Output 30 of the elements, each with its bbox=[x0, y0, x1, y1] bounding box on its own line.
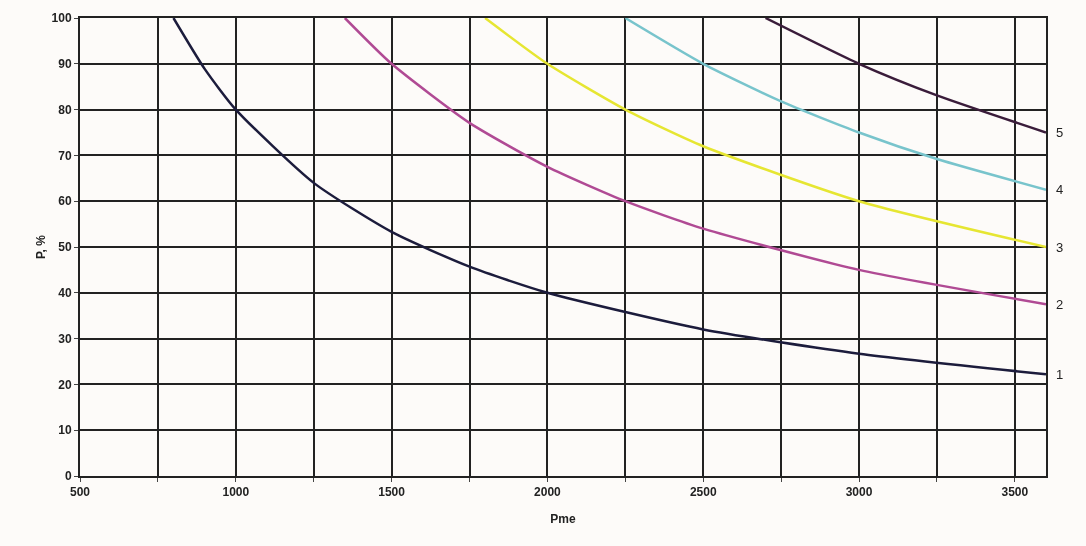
line-series bbox=[172, 18, 1046, 376]
series-label: 3 bbox=[1056, 240, 1064, 255]
x-tick-label: 500 bbox=[69, 485, 91, 500]
y-tick-label: 30 bbox=[58, 331, 72, 346]
x-axis-title: Pme bbox=[550, 512, 576, 526]
line-series bbox=[343, 18, 1046, 306]
x-tick-label: 3000 bbox=[845, 485, 873, 500]
y-tick-label: 80 bbox=[58, 102, 72, 117]
y-tick-label: 0 bbox=[64, 469, 72, 484]
y-tick-label: 20 bbox=[58, 377, 72, 392]
x-tick-label: 1000 bbox=[222, 485, 250, 500]
line-series bbox=[624, 18, 1046, 191]
y-tick-label: 40 bbox=[58, 286, 72, 300]
line-series bbox=[483, 18, 1046, 249]
y-tick-label: 100 bbox=[51, 11, 72, 26]
y-tick-label: 70 bbox=[58, 148, 72, 163]
y-tick-label: 60 bbox=[58, 194, 72, 209]
series-label: 5 bbox=[1056, 125, 1064, 140]
x-tick-label: 3500 bbox=[1001, 485, 1029, 500]
series-label: 2 bbox=[1056, 297, 1064, 312]
series-label: 1 bbox=[1056, 367, 1064, 382]
x-tick-label: 2000 bbox=[534, 485, 562, 500]
y-tick-label: 90 bbox=[58, 57, 72, 71]
x-tick-label: 1500 bbox=[378, 485, 406, 500]
y-tick-label: 50 bbox=[58, 240, 72, 255]
line-series bbox=[764, 18, 1046, 134]
series-label: 4 bbox=[1056, 182, 1064, 197]
x-tick-label: 2500 bbox=[689, 485, 717, 500]
y-axis-title: P, % bbox=[34, 234, 48, 259]
y-tick-label: 10 bbox=[58, 423, 72, 438]
